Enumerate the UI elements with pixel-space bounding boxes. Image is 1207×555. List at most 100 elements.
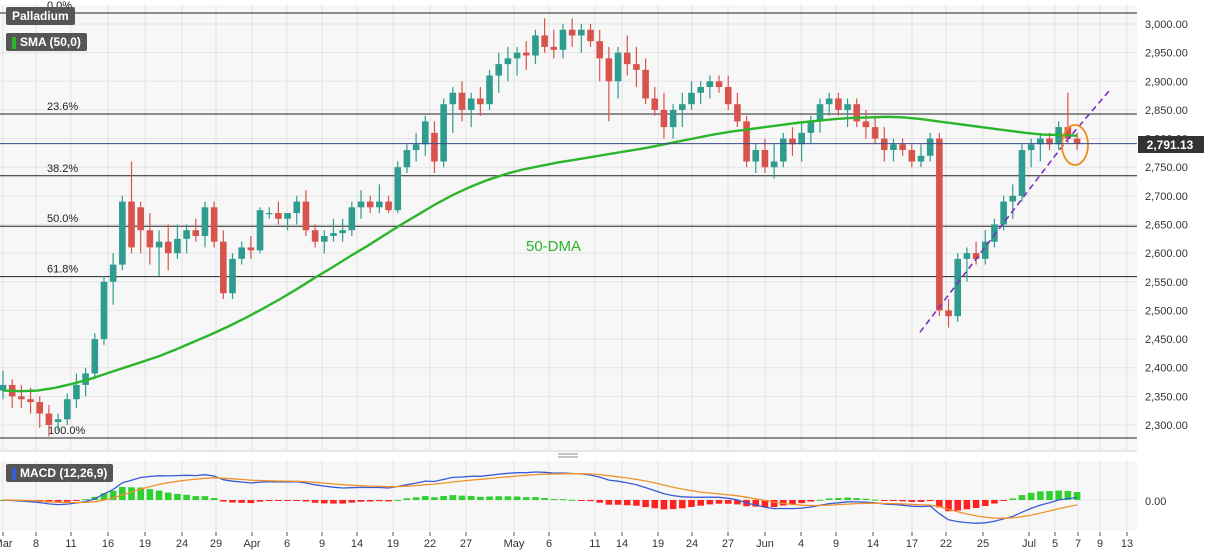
macd-bar <box>54 500 62 503</box>
macd-bar <box>366 500 374 502</box>
macd-bar <box>385 500 392 502</box>
macd-bar <box>1018 495 1026 500</box>
candle-body <box>1027 144 1035 151</box>
macd-bar <box>899 500 906 502</box>
candle-body <box>247 247 255 251</box>
candle-body <box>844 104 851 110</box>
sma-badge[interactable]: SMA (50,0) <box>6 33 87 51</box>
macd-bar <box>522 497 530 500</box>
macd-badge[interactable]: MACD (12,26,9) <box>6 464 114 482</box>
candle-body <box>752 150 760 162</box>
sma-annotation: 50-DMA <box>526 238 581 255</box>
fib-label: 61.8% <box>47 264 78 276</box>
macd-bar <box>761 500 769 508</box>
macd-bar <box>1009 498 1017 500</box>
panel-resize-handle[interactable] <box>558 453 578 458</box>
macd-bar <box>1064 491 1072 500</box>
price-grid <box>0 5 1137 450</box>
candle-body <box>54 419 62 423</box>
candle-body <box>954 258 962 317</box>
macd-bar <box>302 500 310 502</box>
time-tick-label: Mar <box>0 538 13 550</box>
macd-bar <box>164 492 172 500</box>
candle-body <box>688 92 695 105</box>
macd-bar <box>752 500 760 507</box>
macd-bar <box>403 498 411 500</box>
candle-body <box>73 384 80 400</box>
macd-bar <box>449 495 457 500</box>
macd-color-swatch <box>12 467 16 480</box>
candle-body <box>614 52 622 82</box>
macd-bar <box>128 487 135 500</box>
macd-bar <box>1055 490 1062 500</box>
time-tick-label: 8 <box>33 538 39 550</box>
macd-bar <box>862 498 870 500</box>
time-tick-label: 11 <box>65 538 76 550</box>
candle-body <box>36 402 44 414</box>
price-tick-label: 2,700.00 <box>1145 191 1188 203</box>
macd-bar <box>394 499 402 501</box>
candle-body <box>357 201 365 208</box>
macd-bar <box>109 490 117 500</box>
candle-body <box>91 339 99 374</box>
macd-bar <box>688 500 695 508</box>
macd-bar <box>1046 491 1053 500</box>
candle-body <box>421 121 429 145</box>
macd-bar <box>954 500 962 511</box>
sma-badge-label: SMA (50,0) <box>20 35 81 49</box>
candle-body <box>275 213 282 219</box>
candle-body <box>513 52 521 59</box>
macd-bar <box>917 500 925 502</box>
time-tick-label: 24 <box>686 538 698 550</box>
symbol-badge[interactable]: Palladium <box>6 7 75 25</box>
candle-body <box>385 201 392 211</box>
time-tick-label: May <box>504 538 525 550</box>
candle-body <box>192 230 200 236</box>
macd-bar <box>247 500 255 504</box>
candle-body <box>587 29 594 42</box>
candle-body <box>45 413 53 425</box>
time-tick-label: 19 <box>139 538 151 550</box>
macd-bar <box>256 500 264 502</box>
macd-bar <box>1073 492 1081 500</box>
macd-bar <box>642 500 649 508</box>
candle-body <box>568 29 576 36</box>
price-tick-label: 2,900.00 <box>1145 76 1188 88</box>
macd-bar <box>431 497 438 500</box>
macd-bar <box>844 497 851 500</box>
price-tick-label: 2,950.00 <box>1145 48 1188 60</box>
time-tick-label: 4 <box>798 538 804 550</box>
candle-body <box>816 104 824 122</box>
macd-bar <box>679 500 686 509</box>
candle-body <box>715 81 723 88</box>
macd-bar <box>82 499 89 501</box>
candle-body <box>330 233 337 236</box>
candle-body <box>789 138 796 145</box>
time-tick-label: 14 <box>616 538 628 550</box>
sma-color-swatch <box>12 36 16 49</box>
macd-bar <box>73 500 80 501</box>
macd-bar <box>63 500 71 502</box>
candle-body <box>862 121 870 128</box>
projected-trendline <box>1065 89 1111 142</box>
macd-bar <box>541 498 548 500</box>
time-tick-label: 27 <box>722 538 734 550</box>
macd-bar <box>412 497 420 500</box>
time-tick-label: 22 <box>940 538 952 550</box>
candle-body <box>18 396 25 400</box>
macd-bar <box>807 500 815 502</box>
candle-body <box>63 399 71 420</box>
candle-body <box>284 213 291 219</box>
macd-bar <box>798 500 805 504</box>
macd-bar <box>210 497 218 500</box>
macd-bar <box>559 499 567 501</box>
macd-bar <box>706 500 714 505</box>
macd-bar <box>155 490 163 500</box>
price-panel <box>0 5 1137 450</box>
time-tick-label: 27 <box>460 538 472 550</box>
candle-body <box>183 230 190 239</box>
macd-bar <box>321 500 328 504</box>
candle-body <box>1037 138 1044 145</box>
time-tick-label: Jul <box>1022 538 1036 550</box>
